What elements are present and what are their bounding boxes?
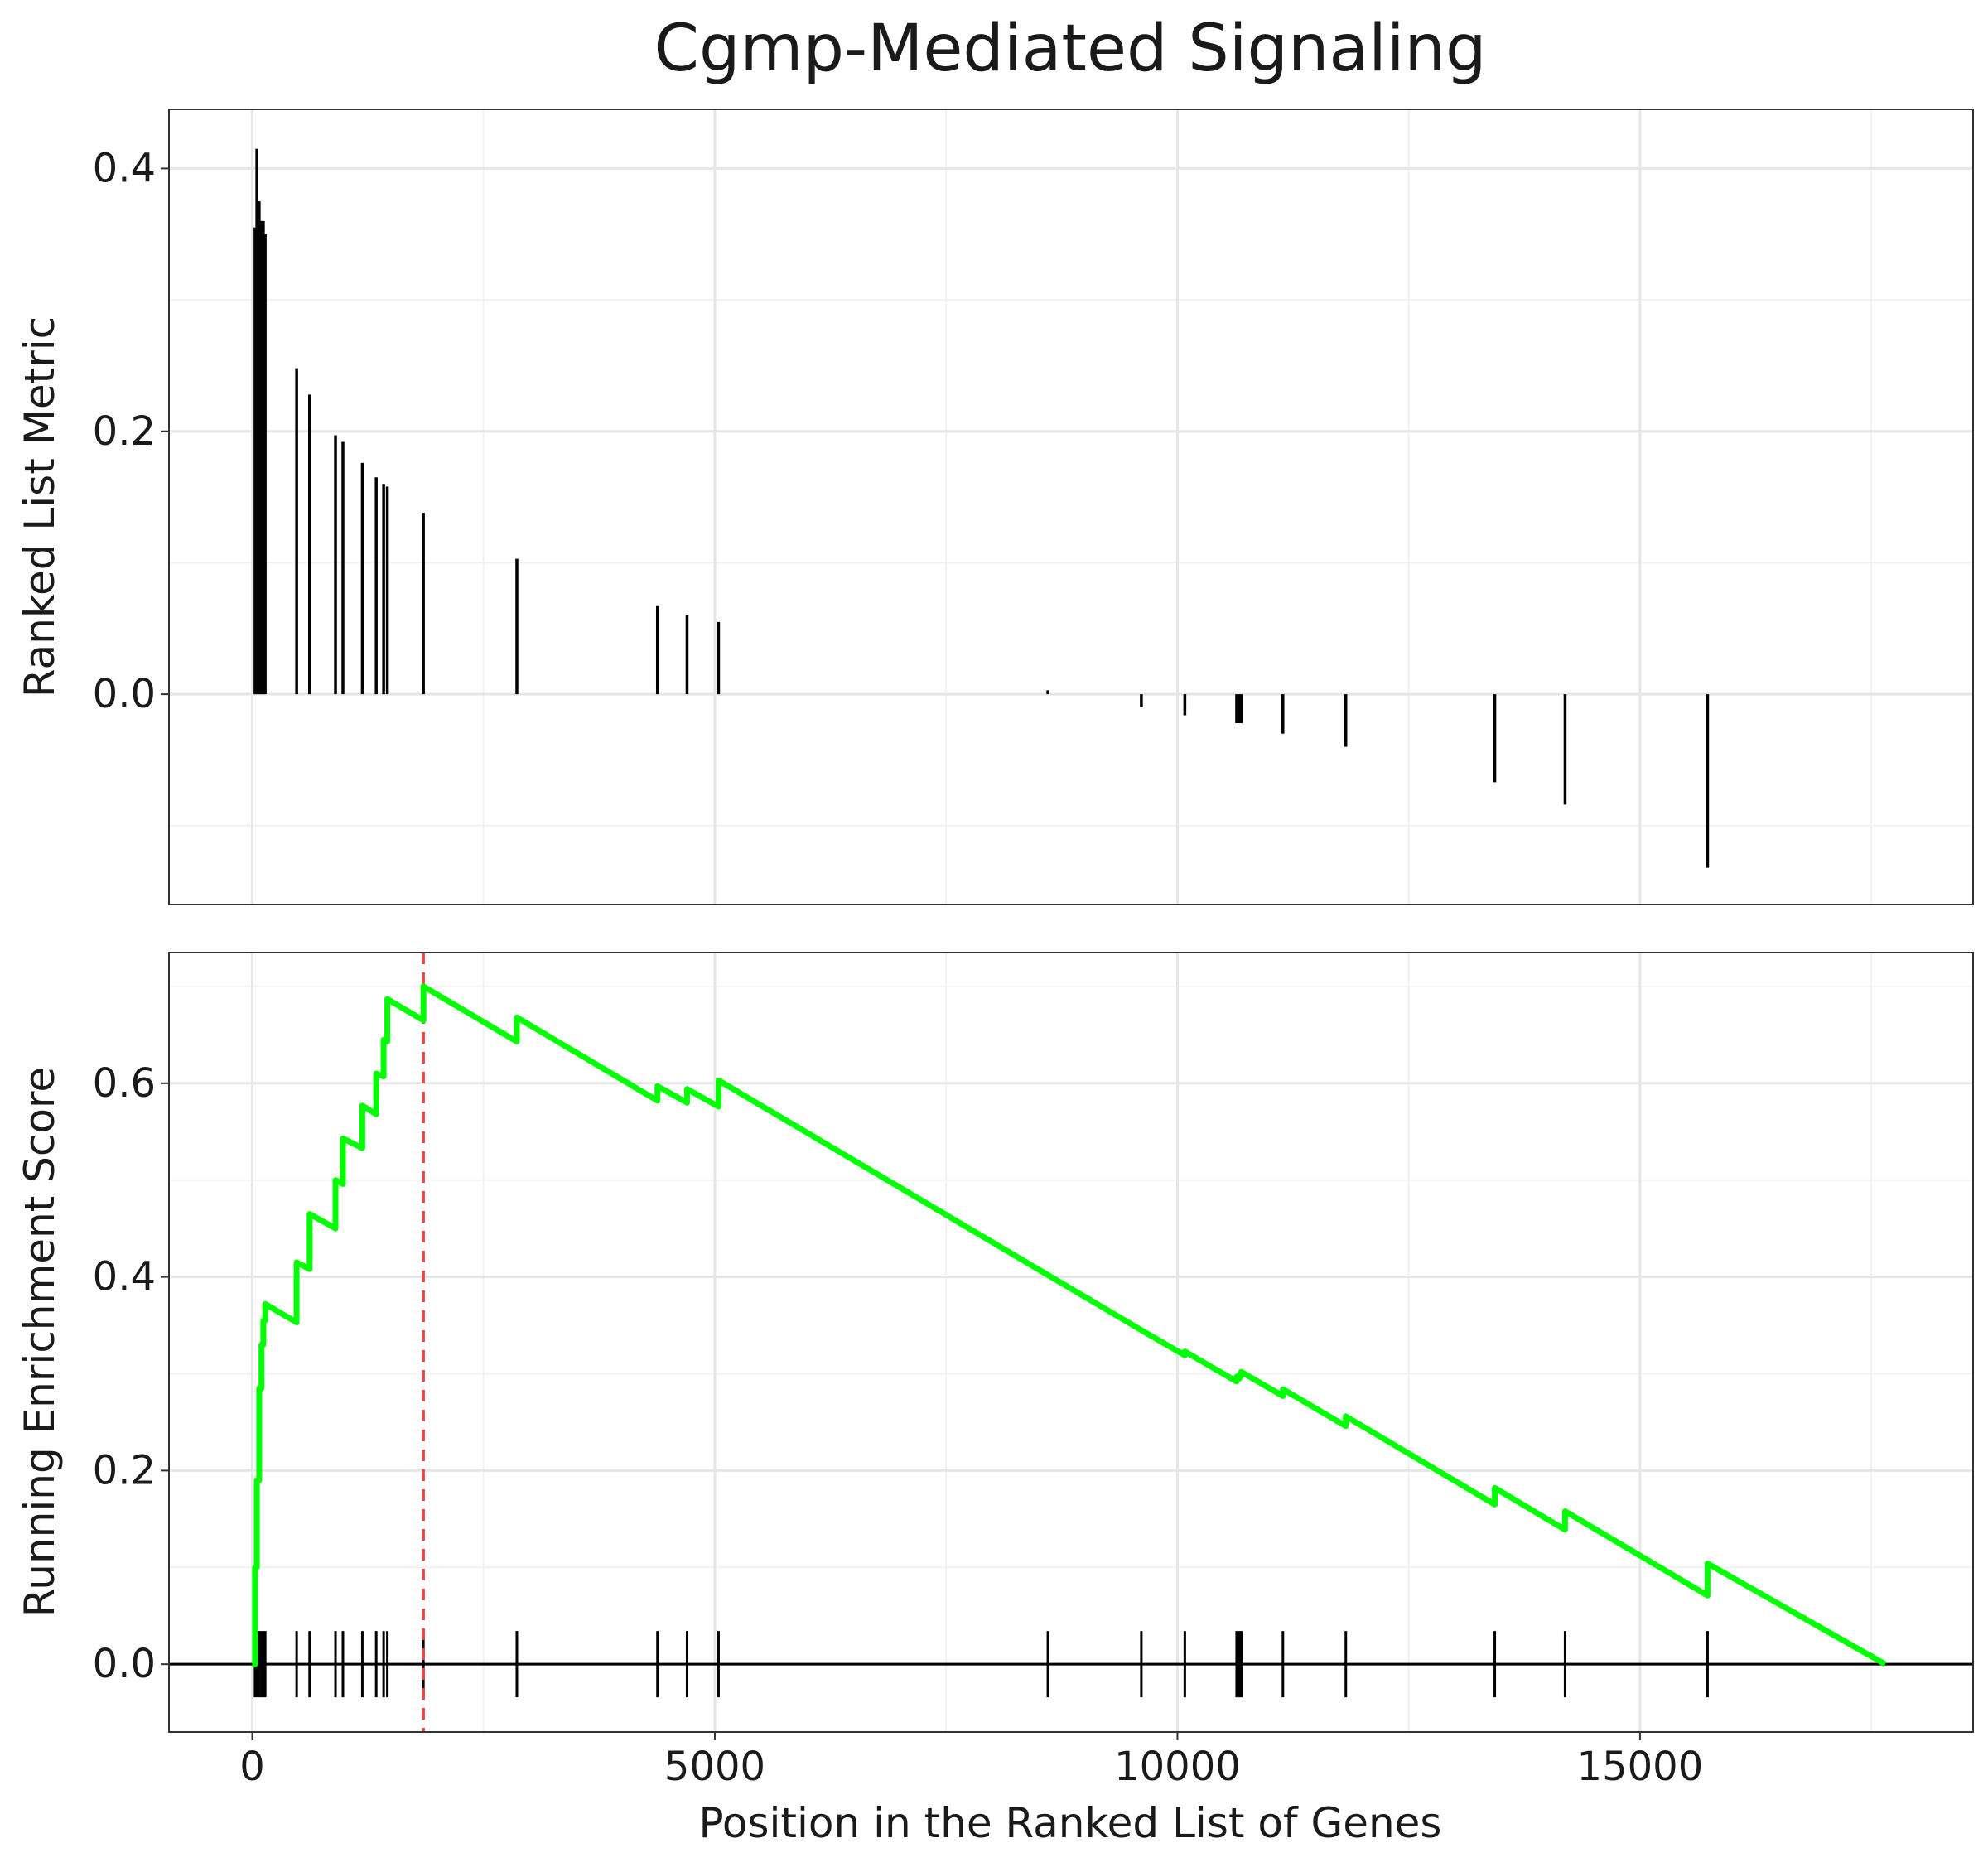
x-tick-label: 0 <box>239 1744 265 1790</box>
y-tick-label: 0.2 <box>93 408 156 455</box>
running-es-y-axis-label: Running Enrichment Score <box>16 1067 64 1617</box>
x-tick-label: 15000 <box>1577 1744 1704 1790</box>
ranked-metric-y-axis-label: Ranked List Metric <box>16 316 64 697</box>
y-tick-label: 0.0 <box>93 671 156 717</box>
ranked-metric-panel-border <box>168 109 1974 905</box>
x-tick-label: 5000 <box>664 1744 765 1790</box>
running-es-panel-border <box>168 952 1974 1733</box>
running-es-curve <box>252 983 1887 1667</box>
x-tick-label: 10000 <box>1114 1744 1241 1790</box>
running-es-panel: 0.0 0.2 0.4 0.6 0 5000 10000 15000 Running Enr… <box>16 952 1974 1847</box>
y-tick-label: 0.2 <box>93 1447 156 1493</box>
chart-title: Cgmp-Mediated Signaling <box>654 12 1487 86</box>
x-axis-label: Position in the Ranked List of Genes <box>699 1799 1442 1847</box>
y-tick-label: 0.4 <box>93 1254 156 1300</box>
y-tick-label: 0.6 <box>93 1060 156 1107</box>
ranked-metric-panel: 0.0 0.2 0.4 Ranked List Metric <box>16 109 1974 905</box>
y-tick-label: 0.4 <box>93 145 156 191</box>
y-tick-label: 0.0 <box>93 1641 156 1687</box>
